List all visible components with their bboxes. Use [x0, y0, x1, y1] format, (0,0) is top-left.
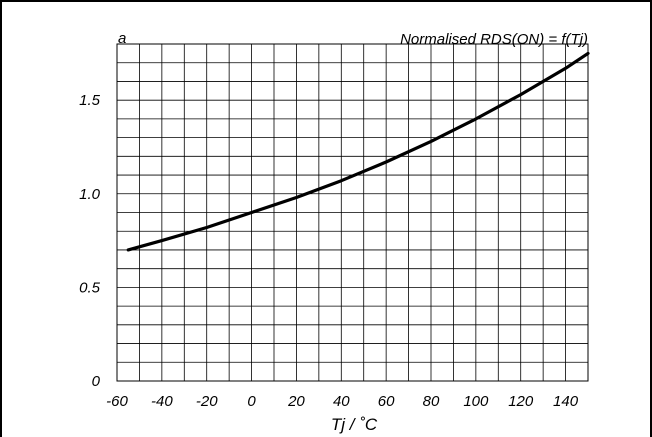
x-tick-label: 100: [463, 393, 489, 410]
y-tick-label: 1.0: [79, 186, 101, 203]
y-tick-label: 0.5: [79, 279, 101, 296]
x-tick-label: -40: [151, 393, 173, 410]
grid: [116, 43, 589, 382]
x-tick-label: 60: [378, 393, 395, 410]
x-tick-label: 80: [423, 393, 440, 410]
x-tick-label: 40: [333, 393, 350, 410]
x-tick-label: 20: [287, 393, 305, 410]
y-axis-label: a: [118, 30, 126, 47]
x-tick-label: 0: [247, 393, 256, 410]
chart-title: Normalised RDS(ON) = f(Tj): [400, 31, 588, 48]
x-tick-label: -60: [106, 393, 128, 410]
x-tick-label: -20: [196, 393, 218, 410]
y-tick-label: 0: [92, 373, 101, 390]
y-tick-labels: 0 0.5 1.0 1.5: [79, 92, 101, 390]
x-tick-label: 140: [553, 393, 579, 410]
series-layer: [126, 51, 590, 252]
plot-border: [116, 43, 589, 382]
x-tick-labels: -60 -40 -20 0 20 40 60 80 100 120 140: [106, 393, 579, 410]
y-tick-label: 1.5: [79, 92, 101, 109]
series-line-0: [126, 51, 590, 252]
x-tick-label: 120: [508, 393, 534, 410]
x-axis-label: Tj / ˚C: [331, 415, 378, 434]
